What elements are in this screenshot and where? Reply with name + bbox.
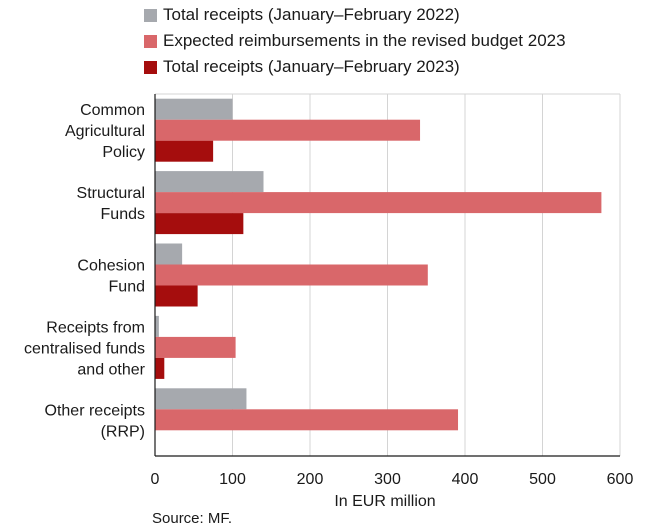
legend-item-budget-2023: Expected reimbursements in the revised b… — [144, 28, 566, 54]
legend-swatch-budget-2023 — [144, 34, 157, 48]
category-label: (RRP) — [101, 423, 145, 440]
category-label: centralised funds — [24, 340, 145, 357]
x-tick-label: 500 — [529, 471, 556, 488]
category-label: Common — [80, 102, 145, 119]
category-label: Receipts from — [46, 319, 145, 336]
source-note: Source: MF. — [152, 510, 233, 527]
legend-label-budget-2023: Expected reimbursements in the revised b… — [163, 31, 566, 50]
x-tick-label: 300 — [374, 471, 401, 488]
bar — [155, 264, 428, 286]
category-label: Policy — [102, 144, 145, 161]
x-tick-label: 200 — [297, 471, 324, 488]
x-tick-label: 400 — [452, 471, 479, 488]
category-label: Cohesion — [77, 258, 145, 275]
bar — [155, 98, 233, 120]
bar — [155, 119, 421, 141]
bar — [155, 285, 198, 307]
category-label: Agricultural — [65, 123, 145, 140]
legend-item-2022: Total receipts (January–February 2022) — [144, 2, 566, 28]
x-tick-label: 600 — [607, 471, 634, 488]
category-label: and other — [77, 361, 145, 378]
x-tick-label: 0 — [151, 471, 160, 488]
bar — [155, 192, 602, 214]
bar — [155, 315, 159, 337]
legend-item-2023: Total receipts (January–February 2023) — [144, 54, 566, 80]
bar — [155, 243, 183, 265]
x-tick-label: 100 — [219, 471, 246, 488]
legend-swatch-2022 — [144, 8, 157, 22]
bar — [155, 409, 459, 431]
category-label: Fund — [109, 279, 145, 296]
category-label: Structural — [77, 185, 145, 202]
category-label: Funds — [101, 206, 145, 223]
legend-label-2023: Total receipts (January–February 2023) — [163, 57, 460, 76]
legend-label-2022: Total receipts (January–February 2022) — [163, 5, 460, 24]
x-axis-title: In EUR million — [334, 493, 435, 510]
bar — [155, 357, 165, 379]
chart-legend: Total receipts (January–February 2022) E… — [144, 2, 566, 80]
legend-swatch-2023 — [144, 60, 157, 74]
bar — [155, 388, 247, 410]
bar — [155, 213, 244, 235]
bar — [155, 140, 214, 162]
category-label: Other receipts — [45, 402, 145, 419]
bar — [155, 171, 264, 193]
bar — [155, 336, 236, 358]
